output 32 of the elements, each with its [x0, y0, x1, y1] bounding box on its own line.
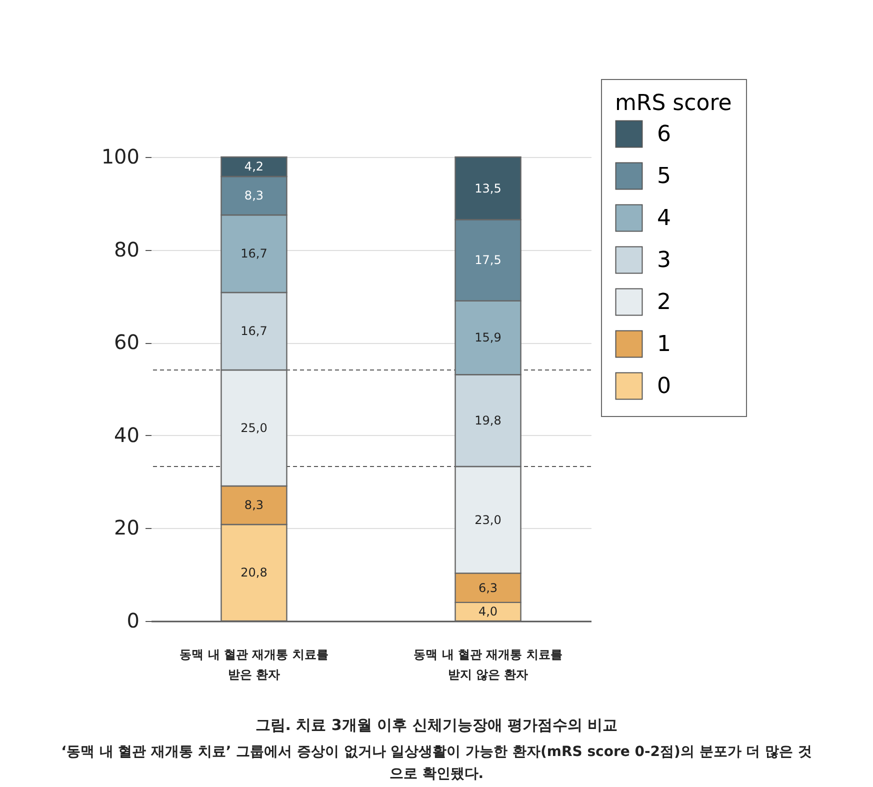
- data-label: 25,0: [240, 420, 268, 435]
- data-label: 13,5: [474, 181, 502, 196]
- legend-label: 1: [657, 332, 671, 357]
- legend-label: 6: [657, 122, 671, 147]
- x-tick-label: 동맥 내 혈관 재개통 치료를 받은 환자: [180, 648, 328, 682]
- data-label: 15,9: [474, 330, 502, 345]
- legend-label: 3: [657, 248, 671, 273]
- data-label: 4,0: [478, 604, 498, 619]
- data-label: 23,0: [474, 512, 502, 527]
- data-label: 6,3: [478, 580, 498, 595]
- legend-label: 2: [657, 290, 671, 315]
- text: 그림. 치료 3개월 이후 신체기능장애 평가점수의 비교: [254, 716, 619, 735]
- y-tick-label: 40: [114, 422, 140, 447]
- y-tick-label: 80: [114, 237, 140, 262]
- y-tick-label: 60: [114, 330, 140, 354]
- legend-label: 5: [657, 164, 671, 189]
- data-label: 16,7: [240, 246, 268, 261]
- data-label: 20,8: [240, 566, 268, 580]
- text: ‘동맥 내 혈관 재개통 치료’ 그룹에서 증상이 없거나 일상생활이 가능한 환자(mRS score 0-2점)의 분포가 더 많은 것으로 확인됐다.: [60, 743, 813, 784]
- legend-label: 4: [657, 206, 671, 231]
- legend-label: 0: [657, 374, 671, 399]
- x-tick-label: 동맥 내 혈관 재개통 치료를 받지 않은 환자: [414, 648, 562, 682]
- data-label: 4,2: [244, 160, 264, 174]
- data-label: 8,3: [244, 188, 264, 203]
- data-label: 16,7: [240, 324, 268, 338]
- legend-title: mRS score: [615, 91, 732, 116]
- data-label: 19,8: [474, 414, 502, 428]
- y-tick-label: 100: [101, 144, 140, 168]
- y-tick-label: 0: [126, 608, 140, 632]
- data-label: 17,5: [474, 253, 502, 268]
- data-label: 8,3: [244, 498, 264, 512]
- y-tick-label: 20: [114, 516, 140, 540]
